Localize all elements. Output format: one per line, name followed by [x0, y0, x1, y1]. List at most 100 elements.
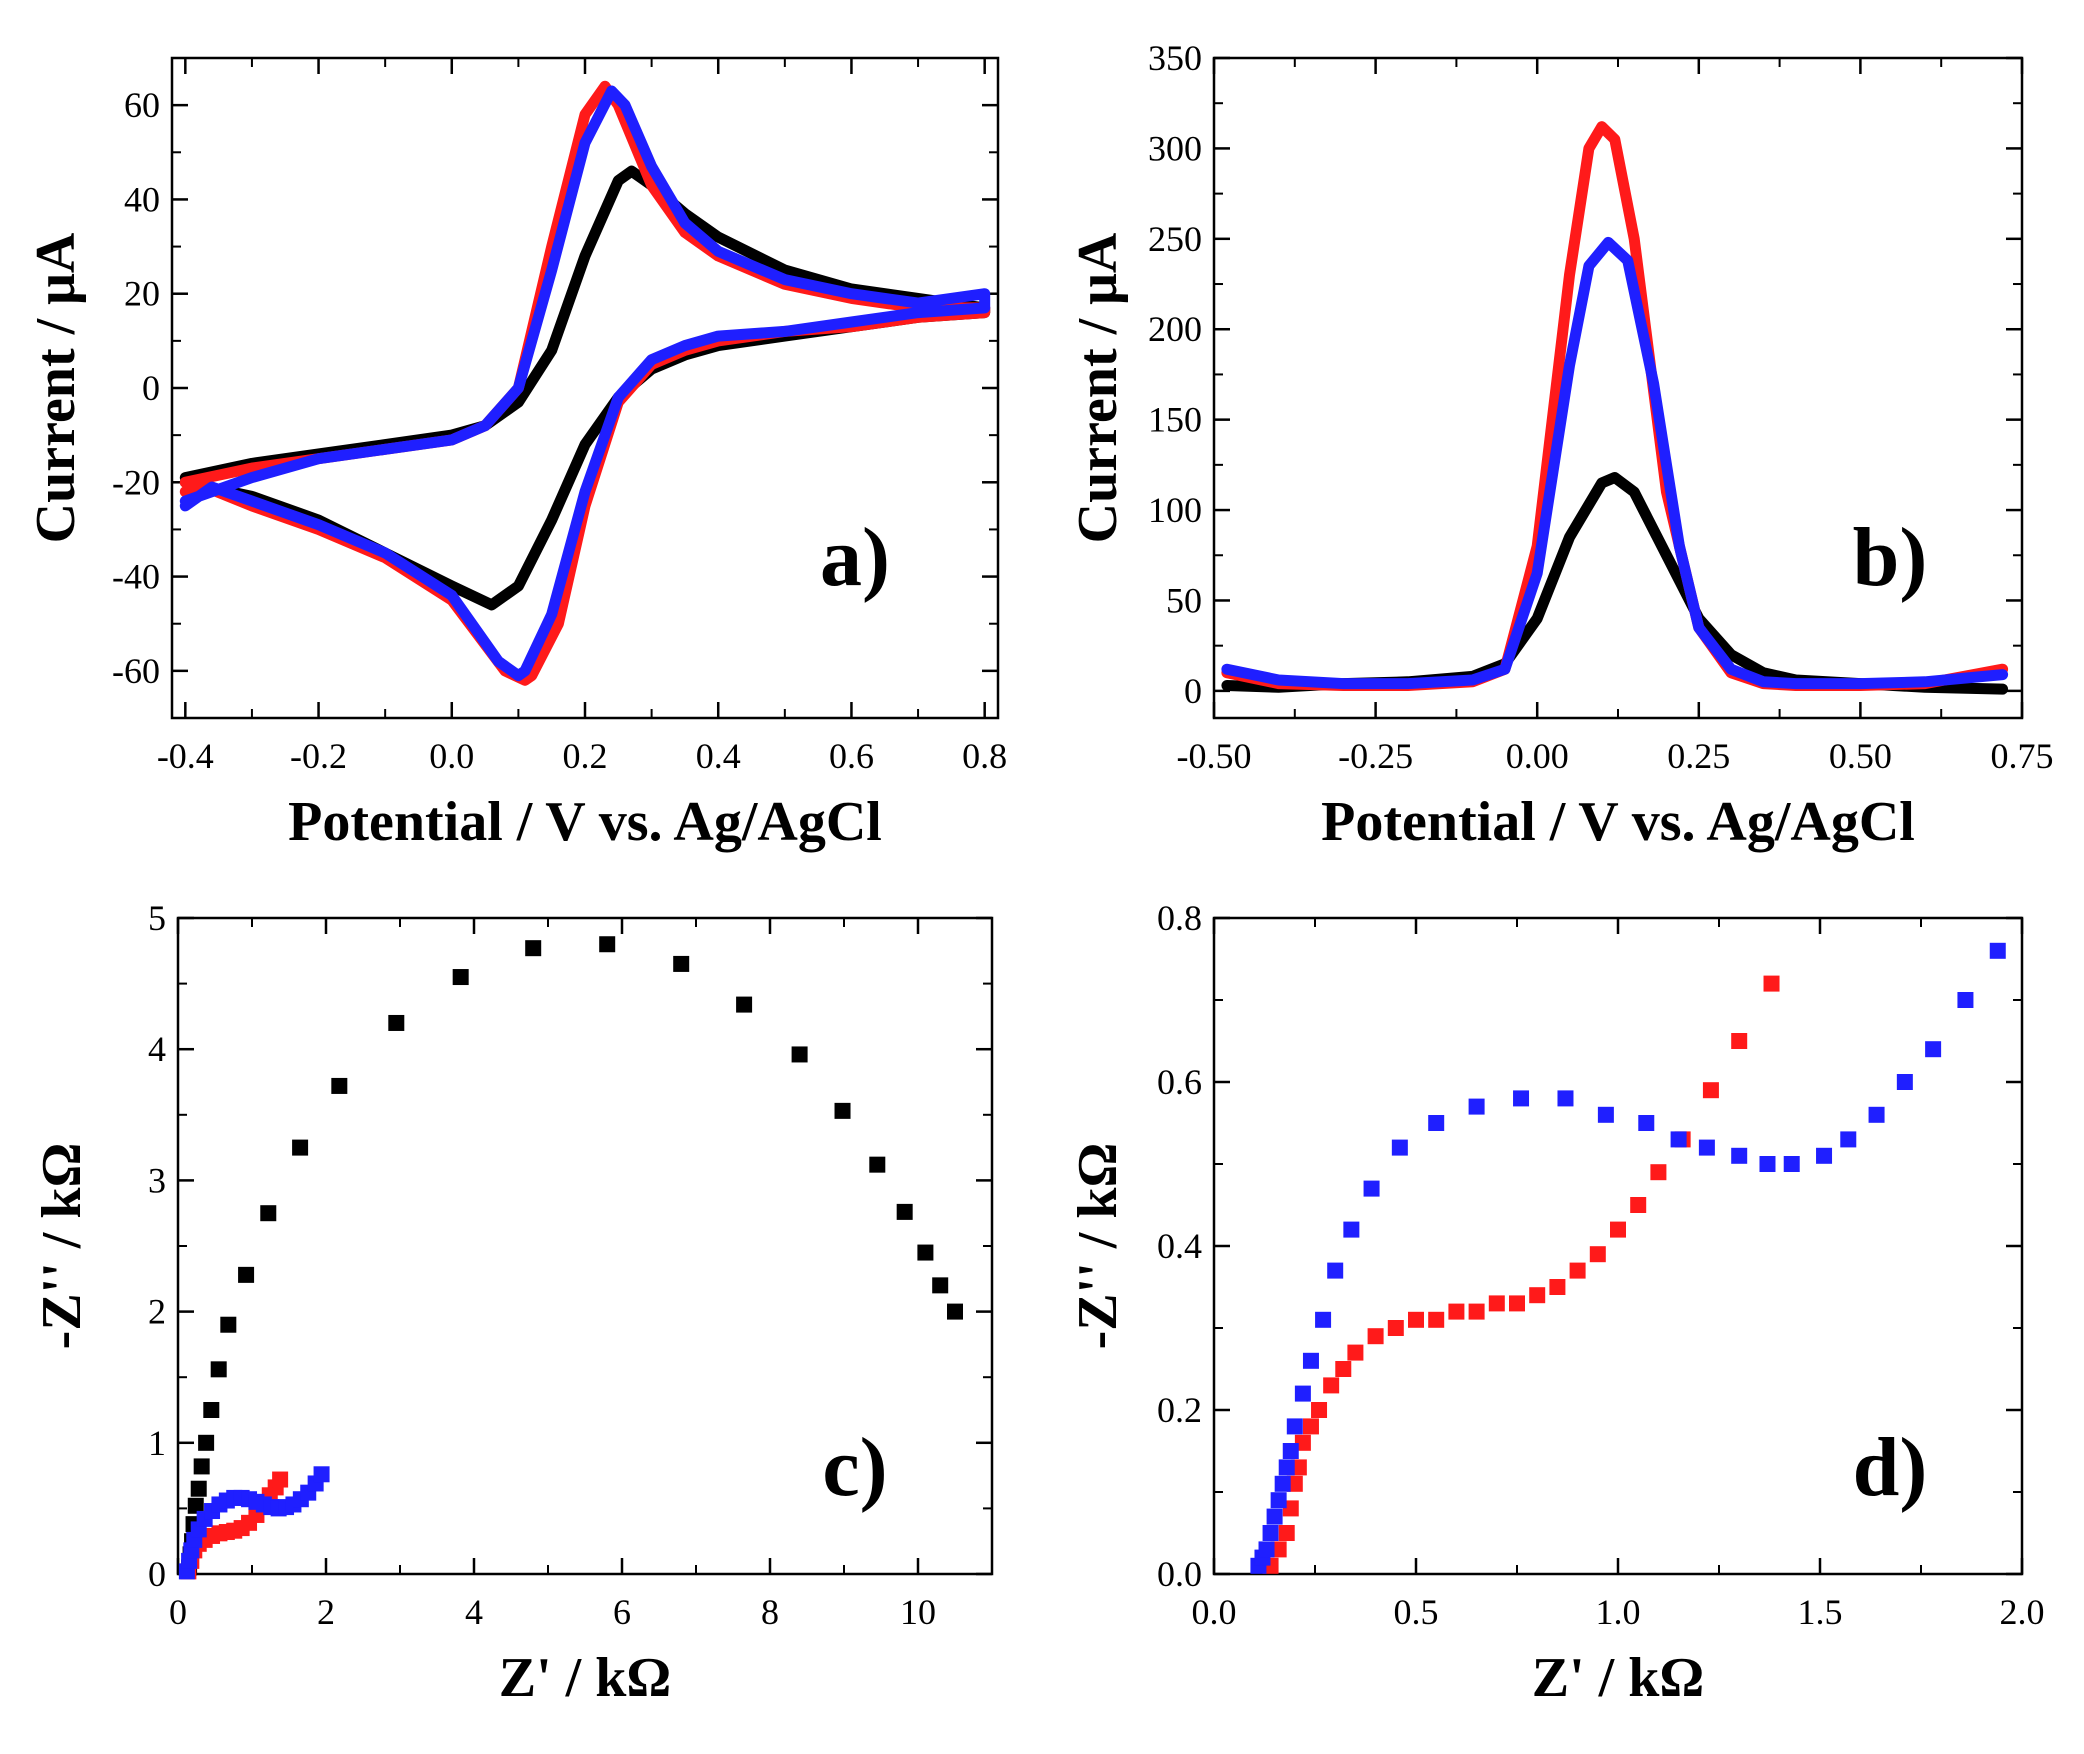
x-axis-title: Z' / kΩ	[499, 1647, 671, 1709]
data-point-red	[1302, 1418, 1319, 1435]
data-point-blue	[1925, 1041, 1942, 1058]
data-point-red	[1367, 1328, 1384, 1345]
data-point-red	[1763, 975, 1780, 992]
data-point-red	[1347, 1344, 1364, 1361]
data-point-red	[1286, 1475, 1303, 1492]
y-tick-label: 0	[148, 1554, 166, 1594]
y-tick-label: 250	[1148, 219, 1202, 259]
data-point-blue	[313, 1466, 330, 1483]
data-point-blue	[1638, 1115, 1655, 1131]
data-point-black	[791, 1046, 808, 1063]
y-tick-label: 0	[142, 368, 160, 408]
data-point-blue	[1989, 942, 2006, 959]
data-point-black	[193, 1458, 210, 1475]
data-point-black	[525, 940, 542, 957]
y-axis-title: Current / μA	[25, 232, 87, 543]
data-point-black	[834, 1102, 851, 1119]
x-tick-label: 0.50	[1829, 736, 1892, 776]
panel-c: 0 2 4 6 8 10 0 1 2 3 4 5 Z' / kΩ -Z'' / kΩ c)	[31, 898, 994, 1709]
x-tick-label: 6	[613, 1592, 631, 1632]
data-point-red	[1428, 1311, 1445, 1328]
data-point-blue	[1278, 1459, 1295, 1476]
data-point-red	[1294, 1434, 1311, 1451]
data-point-black	[917, 1244, 934, 1261]
y-tick-label: 5	[148, 898, 166, 938]
x-tick-label: 0.4	[696, 736, 741, 776]
series-line-blue	[179, 85, 991, 682]
data-point-blue	[1698, 1139, 1715, 1156]
data-point-red	[272, 1471, 289, 1488]
y-axis-title: Current / μA	[1067, 232, 1129, 543]
data-point-black	[331, 1077, 348, 1094]
data-point-red	[1468, 1303, 1485, 1320]
y-tick-label: 1	[148, 1423, 166, 1463]
data-point-black	[869, 1156, 886, 1173]
x-tick-label: 0	[169, 1592, 187, 1632]
data-point-blue	[1816, 1147, 1833, 1164]
x-tick-label: 0.2	[563, 736, 608, 776]
data-point-red	[1529, 1287, 1546, 1304]
data-point-red	[1335, 1361, 1352, 1377]
data-point-blue	[1327, 1262, 1344, 1279]
y-tick-label: 0	[1184, 671, 1202, 711]
panel-label: a)	[820, 511, 890, 604]
data-point-black	[599, 936, 616, 953]
y-tick-label: 200	[1148, 309, 1202, 349]
data-point-red	[1610, 1221, 1626, 1238]
series-line-blue	[1221, 236, 2009, 690]
data-point-black	[388, 1014, 405, 1031]
data-point-red	[1488, 1295, 1505, 1312]
data-point-black	[260, 1205, 277, 1222]
data-point-blue	[1759, 1156, 1776, 1172]
data-point-blue	[1266, 1508, 1283, 1525]
y-tick-label: -20	[112, 462, 160, 502]
x-tick-label: -0.50	[1177, 736, 1252, 776]
data-point-blue	[1557, 1090, 1574, 1107]
y-axis-title: -Z'' / kΩ	[1067, 1143, 1129, 1350]
data-point-red	[1630, 1197, 1647, 1213]
x-tick-label: 1.0	[1596, 1592, 1641, 1632]
y-tick-label: 300	[1148, 128, 1202, 168]
data-point-red	[1509, 1295, 1525, 1312]
data-point-red	[1408, 1311, 1424, 1328]
data-point-blue	[1840, 1131, 1857, 1148]
x-tick-label: -0.25	[1338, 736, 1413, 776]
data-point-red	[1311, 1402, 1328, 1418]
data-point-blue	[1302, 1352, 1319, 1369]
x-tick-label: 0.00	[1506, 736, 1569, 776]
data-point-blue	[1274, 1475, 1291, 1492]
x-tick-label: 0.0	[429, 736, 474, 776]
data-point-black	[220, 1316, 237, 1333]
x-axis-title: Potential / V vs. Ag/AgCl	[1321, 791, 1915, 853]
y-tick-label: 40	[124, 179, 160, 219]
data-point-blue	[1258, 1541, 1275, 1558]
x-tick-label: 0.5	[1394, 1592, 1439, 1632]
data-point-black	[736, 996, 753, 1013]
x-tick-label: 2.0	[2000, 1592, 2045, 1632]
panel-label: d)	[1853, 1421, 1928, 1514]
data-point-red	[1290, 1459, 1307, 1476]
data-point-black	[187, 1497, 204, 1514]
y-tick-label: 2	[148, 1292, 166, 1332]
data-point-black	[203, 1402, 220, 1418]
data-point-blue	[1428, 1115, 1445, 1131]
panel-b: -0.50 -0.25 0.00 0.25 0.50 0.75 0 50 100 150 200 25…	[1067, 38, 2054, 853]
panel-d: 0.0 0.5 1.0 1.5 2.0 0.0 0.2 0.4 0.6 0.8 Z' / kΩ -Z'…	[1067, 898, 2045, 1709]
y-tick-label: 50	[1166, 580, 1202, 620]
data-point-red	[1282, 1500, 1299, 1517]
data-point-blue	[1391, 1139, 1408, 1156]
x-tick-label: 10	[900, 1592, 936, 1632]
data-point-black	[190, 1480, 207, 1497]
x-tick-label: 0.8	[962, 736, 1007, 776]
data-point-red	[1387, 1320, 1404, 1336]
y-tick-label: -60	[112, 651, 160, 691]
y-tick-label: 4	[148, 1029, 166, 1069]
data-point-blue	[1270, 1492, 1287, 1509]
panel-label: c)	[822, 1421, 887, 1514]
panel-a: -0.4 -0.2 0.0 0.2 0.4 0.6 0.8 -60 -40 -20 0 20 40 60 P…	[25, 56, 1007, 853]
x-tick-label: 8	[761, 1592, 779, 1632]
data-point-blue	[1957, 992, 1974, 1008]
data-point-blue	[1597, 1106, 1614, 1123]
data-point-blue	[1363, 1180, 1380, 1197]
